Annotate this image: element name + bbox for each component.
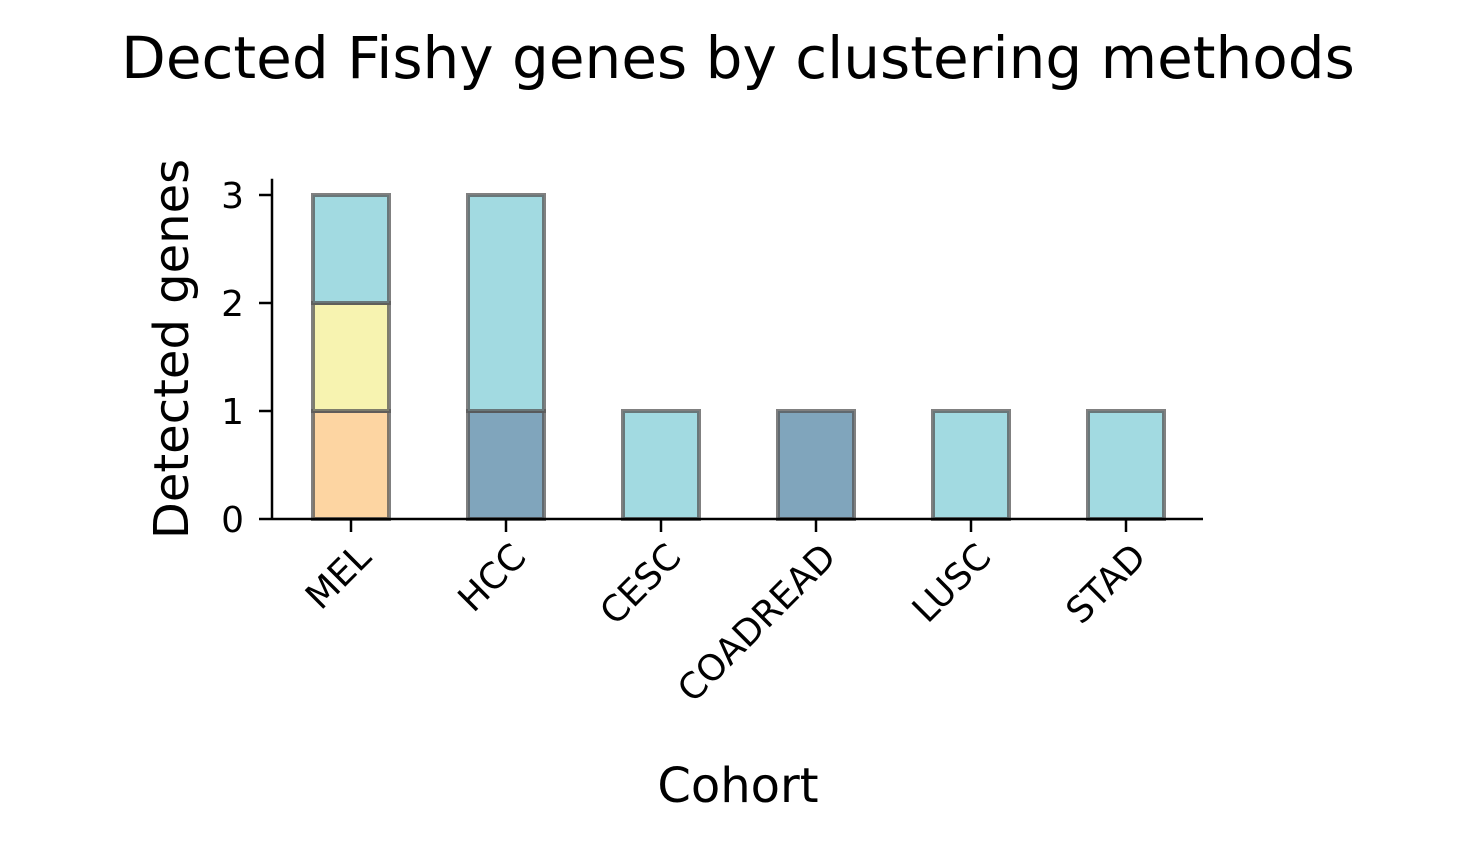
chart-title: Dected Fishy genes by clustering methods xyxy=(121,24,1355,92)
x-tick-label-coadread: COADREAD xyxy=(670,536,844,710)
x-tick-label-stad: STAD xyxy=(1059,536,1155,632)
bar-mel-series-3 xyxy=(311,193,391,305)
bar-stad-series-3 xyxy=(1086,409,1166,521)
x-tick-label-lusc: LUSC xyxy=(905,536,999,630)
bar-cesc-series-3 xyxy=(621,409,701,521)
bar-lusc-series-3 xyxy=(931,409,1011,521)
y-axis: 0 1 2 3 xyxy=(221,176,274,541)
y-tick-label: 3 xyxy=(221,176,244,217)
x-axis-label: Cohort xyxy=(657,758,818,814)
bar-coadread-series-1 xyxy=(776,409,856,521)
x-tick-label-mel: MEL xyxy=(298,536,379,617)
y-tick-label: 2 xyxy=(221,284,244,325)
y-tick-label: 0 xyxy=(221,500,244,541)
x-tick-label-hcc: HCC xyxy=(451,536,535,620)
x-tick-label-cesc: CESC xyxy=(593,536,690,633)
bar-mel-series-0 xyxy=(311,409,391,521)
bar-hcc-series-1 xyxy=(466,409,546,521)
y-axis-label: Detected genes xyxy=(144,159,200,539)
y-tick-label: 1 xyxy=(221,392,244,433)
bar-hcc-series-3 xyxy=(466,193,546,413)
bar-mel-series-2 xyxy=(311,301,391,413)
bars-group xyxy=(311,193,1166,521)
